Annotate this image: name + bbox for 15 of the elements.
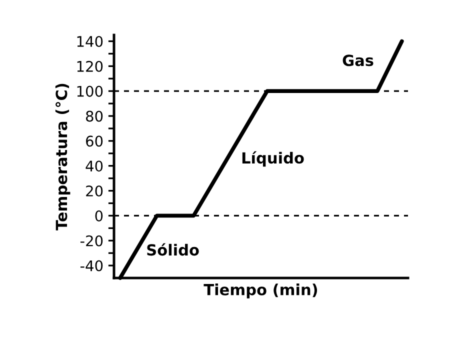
y-tick-label: 0 bbox=[95, 210, 103, 222]
y-axis-title: Temperatura (°C) bbox=[55, 84, 70, 230]
y-tick-label: 100 bbox=[77, 86, 103, 97]
x-axis-title: Tiempo (min) bbox=[204, 284, 318, 298]
y-tick-label: 20 bbox=[86, 185, 103, 197]
y-tick-label: 60 bbox=[86, 136, 103, 147]
y-tick-label: -20 bbox=[80, 235, 103, 246]
annotation: Líquido bbox=[242, 151, 304, 167]
y-tick-label: -40 bbox=[80, 260, 103, 272]
y-tick-label: 120 bbox=[77, 60, 103, 72]
y-tick-label: 140 bbox=[77, 36, 103, 47]
annotation: Sólido bbox=[147, 243, 199, 256]
y-tick-label: 80 bbox=[86, 110, 103, 122]
y-tick-label: 40 bbox=[86, 160, 103, 172]
annotation: Gas bbox=[342, 54, 374, 66]
